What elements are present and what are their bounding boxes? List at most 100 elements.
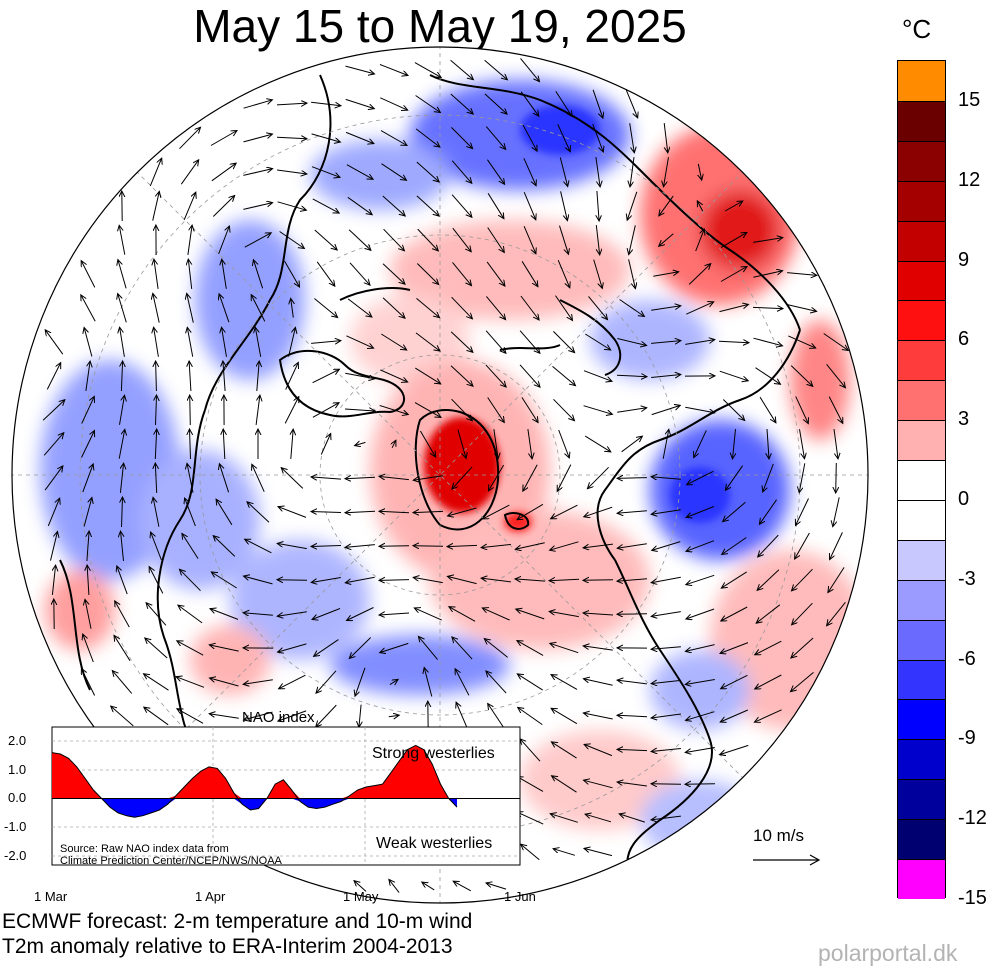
- wind-arrow: [485, 126, 505, 150]
- wind-arrow: [753, 238, 783, 243]
- wind-arrow: [651, 306, 681, 311]
- wind-arrow: [176, 677, 205, 688]
- wind-arrow: [278, 507, 307, 518]
- colorbar-segment: [898, 180, 945, 221]
- colorbar-segment: [898, 140, 945, 181]
- wind-arrow: [759, 499, 778, 525]
- wind-arrow: [47, 498, 59, 527]
- wind-arrow: [119, 395, 125, 425]
- wind-arrow: [121, 531, 124, 561]
- wind-arrow: [517, 641, 544, 656]
- colorbar-tick: 15: [958, 88, 981, 111]
- wind-arrow: [583, 580, 614, 581]
- wind-arrow: [277, 201, 307, 210]
- colorbar-segment: [898, 859, 945, 899]
- wind-arrow: [46, 363, 60, 390]
- wind-arrow: [585, 814, 612, 823]
- wind-arrow: [81, 431, 95, 458]
- wind-arrow: [450, 331, 473, 353]
- wind-arrow: [346, 335, 373, 348]
- wind-arrow: [245, 539, 272, 554]
- wind-arrow: [518, 707, 543, 726]
- wind-arrow: [316, 670, 337, 693]
- wind-arrow: [122, 497, 123, 528]
- wind-arrow: [517, 674, 543, 691]
- wind-arrow: [144, 674, 169, 691]
- wind-arrow: [347, 607, 374, 621]
- wind-arrow: [451, 398, 473, 421]
- wind-arrow: [84, 328, 93, 357]
- wind-arrow: [210, 609, 239, 620]
- wind-arrow: [379, 511, 410, 512]
- wind-arrow: [422, 882, 435, 891]
- wind-arrow: [243, 169, 272, 176]
- wind-arrow: [115, 601, 130, 628]
- wind-arrow: [219, 294, 230, 323]
- wind-arrow: [651, 576, 681, 582]
- wind-arrow: [722, 399, 744, 421]
- wind-arrow: [451, 194, 472, 218]
- wind-arrow: [251, 295, 266, 322]
- temperature-anomaly-field: [12, 47, 868, 903]
- colorbar-tick: -12: [958, 807, 987, 830]
- footer-line2: T2m anomaly relative to ERA-Interim 2004…: [2, 935, 453, 958]
- wind-arrow: [617, 511, 647, 514]
- nao-xtick: 1 May: [343, 889, 379, 904]
- wind-arrow: [517, 503, 544, 519]
- wind-arrow: [555, 295, 573, 321]
- wind-arrow: [312, 608, 341, 620]
- wind-arrow: [720, 744, 749, 754]
- wind-arrow: [795, 396, 809, 423]
- wind-arrow: [413, 475, 443, 480]
- wind-arrow: [279, 674, 306, 689]
- wind-arrow: [481, 578, 511, 583]
- colorbar-tick: -9: [958, 727, 976, 750]
- colorbar-segment: [898, 659, 945, 700]
- wind-arrow: [379, 580, 410, 581]
- nao-source: Source: Raw NAO index data from Climate …: [60, 843, 282, 867]
- wind-arrow: [389, 679, 398, 684]
- wind-arrow: [583, 543, 613, 548]
- wind-arrow: [833, 429, 838, 459]
- wind-arrow: [830, 532, 843, 559]
- nao-ytick: 0.0: [8, 790, 27, 805]
- wind-arrow: [685, 679, 715, 685]
- wind-arrow: [311, 477, 342, 479]
- wind-arrow: [617, 338, 646, 346]
- wind-arrow: [345, 98, 375, 108]
- wind-arrow: [486, 261, 505, 286]
- wind-arrow: [453, 881, 472, 892]
- wind-arrow: [355, 667, 366, 696]
- wind-arrow: [121, 361, 122, 392]
- wind-arrow: [223, 361, 225, 392]
- wind-arrow: [686, 608, 715, 619]
- wind-arrow: [447, 576, 477, 585]
- wind-arrow: [179, 127, 201, 150]
- wind-arrow: [755, 640, 782, 655]
- wind-arrow: [243, 203, 272, 210]
- wind-arrow: [82, 464, 93, 493]
- wind-arrow: [688, 264, 711, 285]
- wind-arrow: [177, 641, 204, 656]
- wind-vectors: [42, 58, 848, 893]
- wind-arrow: [312, 369, 340, 384]
- wind-arrow: [553, 331, 574, 352]
- wind-arrow: [451, 160, 472, 184]
- wind-arrow: [759, 396, 776, 423]
- wind-arrow: [311, 101, 341, 106]
- wind-arrow: [345, 545, 375, 548]
- wind-arrow: [222, 259, 227, 289]
- wind-arrow: [827, 601, 846, 625]
- wind-arrow: [417, 228, 439, 251]
- wind-arrow: [557, 464, 572, 492]
- wind-arrow: [311, 341, 341, 344]
- wind-arrow: [758, 534, 779, 557]
- wind-arrow: [314, 639, 339, 657]
- wind-arrow: [487, 227, 505, 253]
- wind-arrow: [152, 191, 160, 221]
- wind-arrow: [291, 429, 293, 459]
- wind-arrow: [583, 613, 614, 615]
- wind-arrow: [416, 161, 439, 182]
- wind-arrow: [349, 637, 372, 659]
- colorbar-tick: 12: [958, 168, 981, 191]
